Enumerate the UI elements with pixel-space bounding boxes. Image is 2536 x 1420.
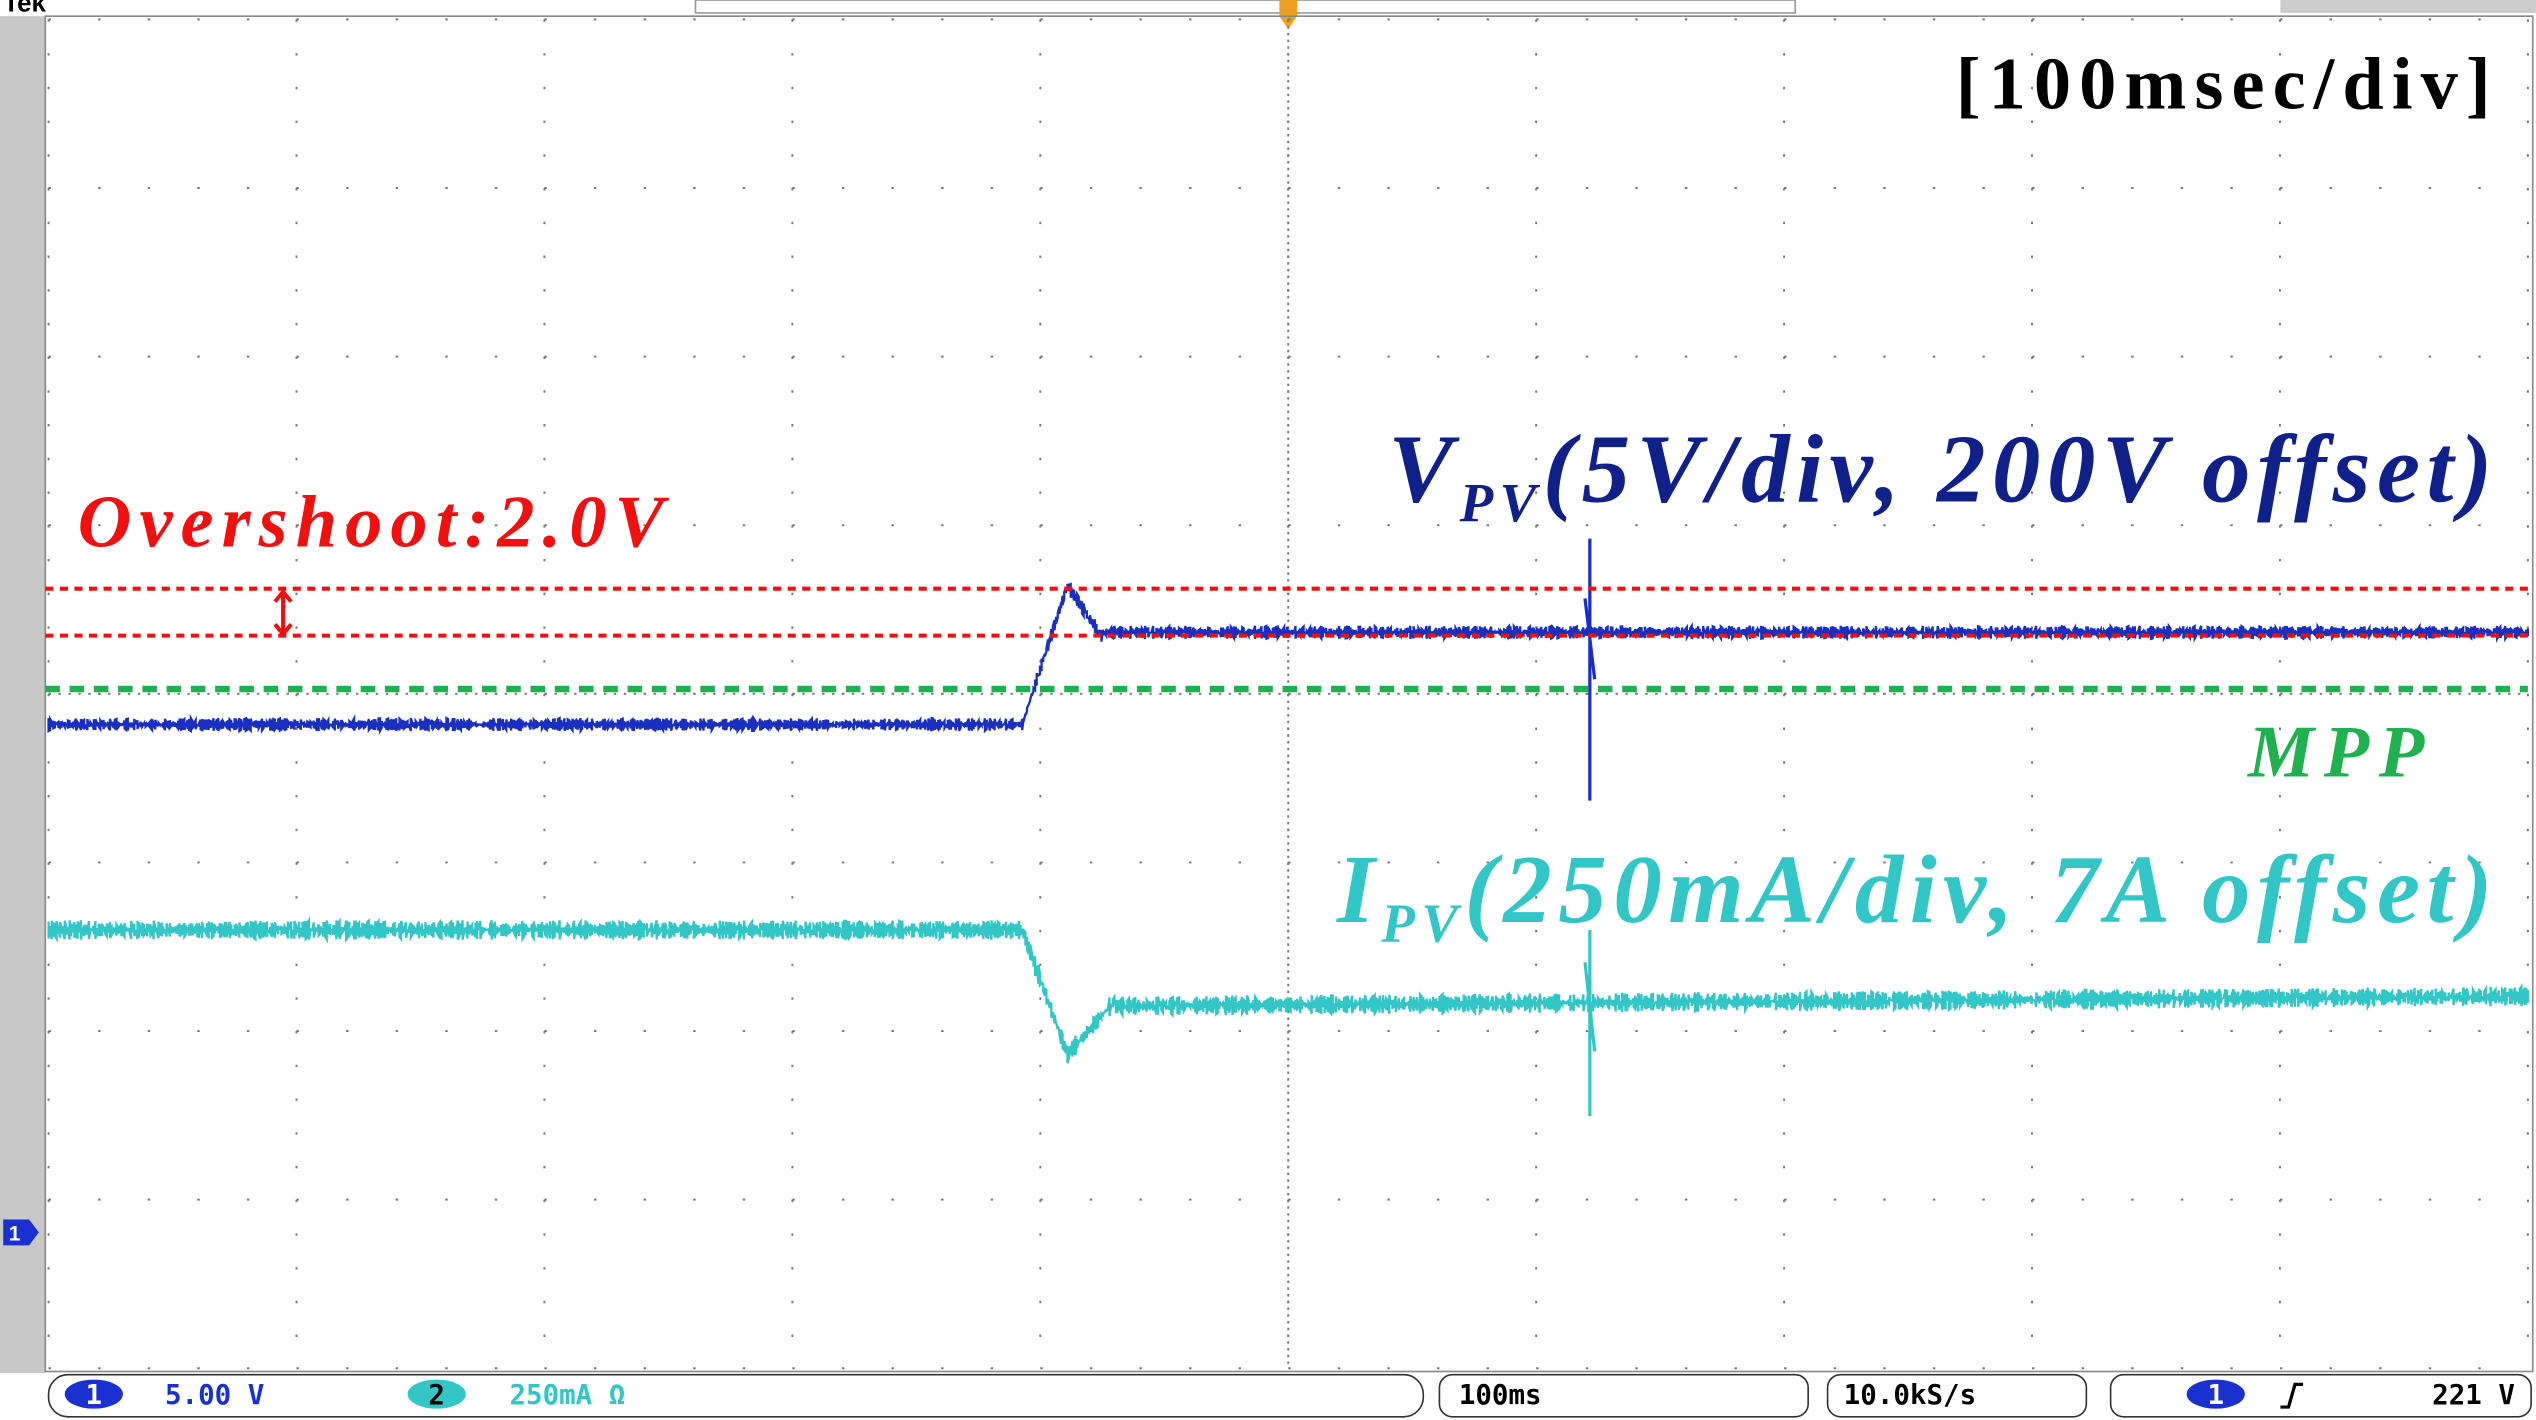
ipv-label: IPV(250mA/div, 7A offset) [1336,836,2499,953]
trigger-level: 221 V [2432,1379,2515,1411]
left-strip [0,0,46,1375]
ipv-rest: (250mA/div, 7A offset) [1464,836,2498,943]
ipv-main: I [1336,836,1381,943]
status-bar: 1 5.00 V 2 250mA Ω 100ms 10.0kS/s 1 221 … [0,1373,2536,1420]
graticule [47,18,2529,1370]
ipv-spike [1583,929,1597,1116]
mpp-label: MPP [2247,711,2434,793]
trigger-slope [2280,1382,2304,1409]
ch1-badge-label: 1 [86,1379,103,1411]
trigger-position [1279,0,1298,30]
ch2-scale: 250mA Ω [509,1379,625,1411]
vpv-main: V [1388,415,1460,522]
ipv-trace [47,916,2530,1064]
overshoot-label: Overshoot:2.0V [78,482,673,564]
vpv-label: VPV(5V/div, 200V offset) [1388,415,2498,532]
ch1-badge [64,1379,123,1409]
vpv-sub: PV [1459,472,1543,533]
record-bar [694,0,1797,14]
ch2-badge [407,1379,466,1409]
top-right-bar [2280,0,2536,13]
brand: Tek [3,0,46,17]
ch1-marker [3,1219,39,1246]
vpv-rest: (5V/div, 200V offset) [1543,415,2499,522]
status-bg [0,1373,2536,1420]
ch1-scale: 5.00 V [165,1379,264,1411]
trigger-badge [2186,1379,2245,1409]
sample-box [1826,1373,2088,1418]
trigger-box [2109,1373,2532,1418]
channel-box [47,1373,1425,1418]
status-timebase: 100ms [1459,1379,1542,1411]
ch1-marker-label: 1 [9,1222,21,1245]
timebase-box [1438,1373,1809,1418]
status-sample-rate: 10.0kS/s [1844,1379,1976,1411]
trigger-channel: 1 [2207,1379,2224,1411]
top-bar [0,0,2536,17]
vpv-spike [1583,538,1597,801]
overshoot-arrow [273,588,293,638]
timebase-label: [100msec/div] [1956,43,2499,125]
ipv-sub: PV [1380,892,1464,953]
ch2-badge-label: 2 [428,1379,445,1411]
graticule-border [44,15,2534,1373]
